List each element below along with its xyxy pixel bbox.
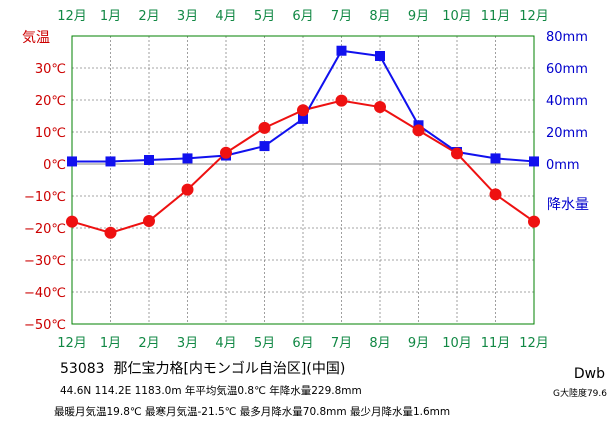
precip-tick-label: 60mm xyxy=(546,62,588,77)
month-label-top: 6月 xyxy=(292,9,313,24)
precip-tick-label: 80mm xyxy=(546,30,588,45)
temp-tick-label: 10℃ xyxy=(35,126,66,141)
month-label-bottom: 10月 xyxy=(442,336,472,351)
precipitation-point xyxy=(375,51,385,61)
precipitation-point xyxy=(298,113,308,124)
temp-tick-label: 20℃ xyxy=(35,94,66,109)
precipitation-point xyxy=(490,153,501,164)
temp-tick-label: −50℃ xyxy=(24,318,66,333)
climate-classification: Dwb xyxy=(573,366,605,382)
temperature-point xyxy=(451,147,463,160)
month-label-bottom: 2月 xyxy=(138,336,159,351)
temp-tick-label: −10℃ xyxy=(24,190,66,205)
month-label-bottom: 12月 xyxy=(57,336,87,351)
month-label-bottom: 8月 xyxy=(369,336,390,351)
precipitation-point xyxy=(259,141,270,152)
temperature-point xyxy=(297,104,309,117)
temperature-point xyxy=(412,124,425,137)
month-label-top: 8月 xyxy=(369,9,390,24)
month-label-bottom: 3月 xyxy=(177,336,198,351)
temperature-point xyxy=(104,226,117,239)
axis-labels: 12月 12月 1月 1月 2月 2月 3月 3月 4月 4月 5月 5月 6月 6月 7月 7月 8月 8月 9月… xyxy=(22,9,589,351)
precipitation-point xyxy=(336,45,347,56)
month-label-top: 10月 xyxy=(442,9,472,24)
station-stats-1: 44.6N 114.2E 1183.0m 年平均気温0.8℃ 年降水量229.8… xyxy=(60,385,362,397)
temperature-point xyxy=(220,146,232,159)
temp-tick-label: −20℃ xyxy=(24,222,66,237)
temp-tick-label: −30℃ xyxy=(24,254,66,269)
precip-tick-label: 40mm xyxy=(546,94,588,109)
station-title: 53083 那仁宝力格[内モンゴル自治区](中国) xyxy=(60,358,345,378)
month-label-bottom: 7月 xyxy=(331,336,352,351)
temperature-point xyxy=(143,214,155,227)
month-label-bottom: 1月 xyxy=(100,336,121,351)
temperature-point xyxy=(335,94,348,107)
station-stats-2: 最暖月気温19.8℃ 最寒月気温-21.5℃ 最多月降水量70.8mm 最少月降… xyxy=(54,406,451,418)
month-label-bottom: 4月 xyxy=(215,336,236,351)
month-label-bottom: 12月 xyxy=(519,336,549,351)
temperature-point xyxy=(66,215,78,228)
month-label-top: 11月 xyxy=(481,9,511,24)
grid-lines xyxy=(72,36,534,324)
month-label-top: 12月 xyxy=(57,9,87,24)
temperature-point xyxy=(181,183,194,196)
precipitation-point xyxy=(67,156,77,167)
month-label-bottom: 11月 xyxy=(481,336,511,351)
precipitation-point xyxy=(144,155,154,165)
station-id: 53083 xyxy=(60,361,105,377)
temperature-point xyxy=(374,101,386,114)
month-label-top: 9月 xyxy=(408,9,429,24)
precipitation-point xyxy=(105,156,116,167)
month-label-top: 4月 xyxy=(215,9,236,24)
precip-tick-label: 20mm xyxy=(546,126,588,141)
month-label-top: 12月 xyxy=(519,9,549,24)
month-label-bottom: 9月 xyxy=(408,336,429,351)
precip-tick-label: 0mm xyxy=(546,158,580,173)
precipitation-point xyxy=(529,156,539,167)
precip-axis-title: 降水量 xyxy=(547,197,589,213)
precipitation-point xyxy=(182,153,193,164)
station-name: 那仁宝力格[内モンゴル自治区](中国) xyxy=(113,361,346,377)
temperature-point xyxy=(528,215,540,228)
month-label-top: 2月 xyxy=(138,9,159,24)
continentality-index: G大陸度79.6 xyxy=(552,389,607,399)
temp-tick-label: 30℃ xyxy=(35,62,66,77)
data-series xyxy=(66,45,540,239)
month-label-top: 7月 xyxy=(331,9,352,24)
month-label-top: 5月 xyxy=(254,9,275,24)
month-label-bottom: 6月 xyxy=(292,336,313,351)
temp-axis-title: 気温 xyxy=(22,30,50,46)
temperature-point xyxy=(489,188,502,201)
month-label-top: 1月 xyxy=(100,9,121,24)
plot-frame xyxy=(71,35,535,325)
temperature-point xyxy=(258,121,271,134)
month-label-bottom: 5月 xyxy=(254,336,275,351)
month-label-top: 3月 xyxy=(177,9,198,24)
temp-tick-label: 0℃ xyxy=(43,158,66,173)
temp-tick-label: −40℃ xyxy=(24,286,66,301)
